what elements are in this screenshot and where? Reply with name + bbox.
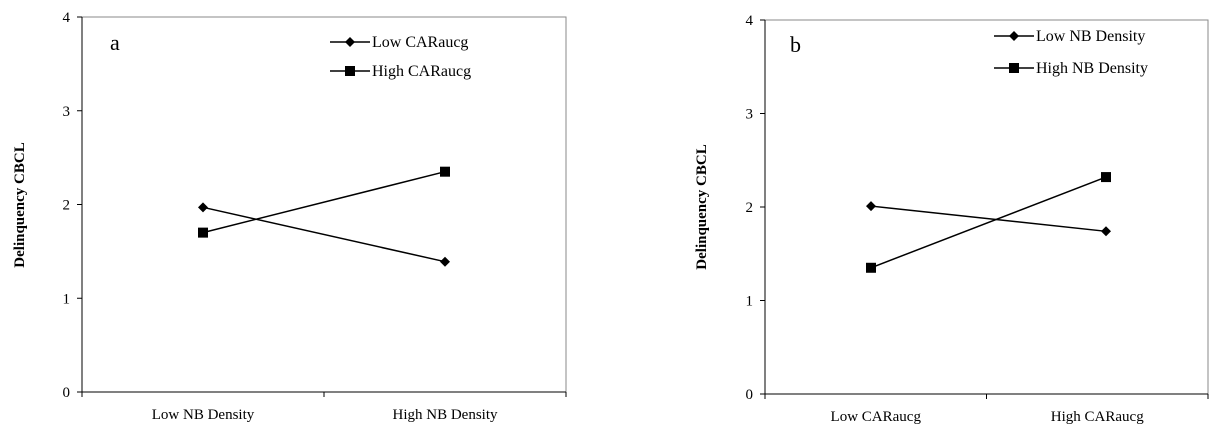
panel-b-letter: b [790,32,801,57]
panel-b-xtick-label-0: Low CARaucg [831,409,922,425]
panel-b-series-1-line [870,176,1107,269]
panel-a-series-0-point-1 [440,256,450,267]
panel-b-ytick-label-0: 0 [746,387,754,403]
panel-a-series-0-point-0 [198,202,208,213]
panel-b-ytick-label-3: 3 [746,107,754,123]
panel-b-series-0-point-0 [866,201,876,212]
panel-a-ytick-label-3: 3 [63,104,71,120]
panel-a-ytick-label-4: 4 [63,10,71,26]
panel-b-plot-frame [765,19,1209,394]
panel-a-letter: a [110,30,120,55]
panel-b-ytick-label-1: 1 [746,294,754,310]
panel-b-series-1-point-1 [1101,172,1111,183]
panel-a: Delinquency CBCL 0 1 2 3 4 Low NB Density High… [12,10,567,423]
panel-b-legend-1-marker [1009,63,1019,73]
panel-a-series-1-line [202,170,446,234]
panel-a-xtick-label-0: Low NB Density [152,407,255,423]
panel-a-ytick-label-1: 1 [63,291,71,307]
panel-a-ylabel: Delinquency CBCL [12,142,28,267]
panel-b-ylabel: Delinquency CBCL [694,144,710,269]
panel-b-ytick-label-2: 2 [746,200,754,216]
panel-a-legend-1-marker [345,66,355,76]
panel-a-plot-frame [82,16,567,392]
panel-b-legend-0-label: Low NB Density [1036,28,1145,45]
panel-a-series-1-point-1 [440,166,450,177]
panel-b-legend-1-label: High NB Density [1036,60,1148,77]
panel-b-ytick-label-4: 4 [746,13,754,29]
panel-a-legend-0-marker [345,37,355,47]
panel-a-ytick-label-2: 2 [63,198,71,214]
panel-b-series-1-point-0 [866,262,876,273]
panel-a-ytick-label-0: 0 [63,385,71,401]
panel-a-legend-1-label: High CARaucg [372,63,471,80]
panel-b-series-0-point-1 [1101,226,1111,237]
panel-b: Delinquency CBCL 0 1 2 3 4 Low CARaucg High CA… [694,13,1209,425]
panel-a-xtick-label-1: High NB Density [393,407,499,423]
panel-a-series-1-point-0 [198,227,208,238]
panel-a-series-0-line [202,206,446,263]
panel-b-series-0-line [870,205,1107,233]
panel-b-legend-0-marker [1009,31,1019,41]
panel-a-legend-0-label: Low CARaucg [372,34,468,51]
panel-b-xtick-label-1: High CARaucg [1051,409,1144,425]
